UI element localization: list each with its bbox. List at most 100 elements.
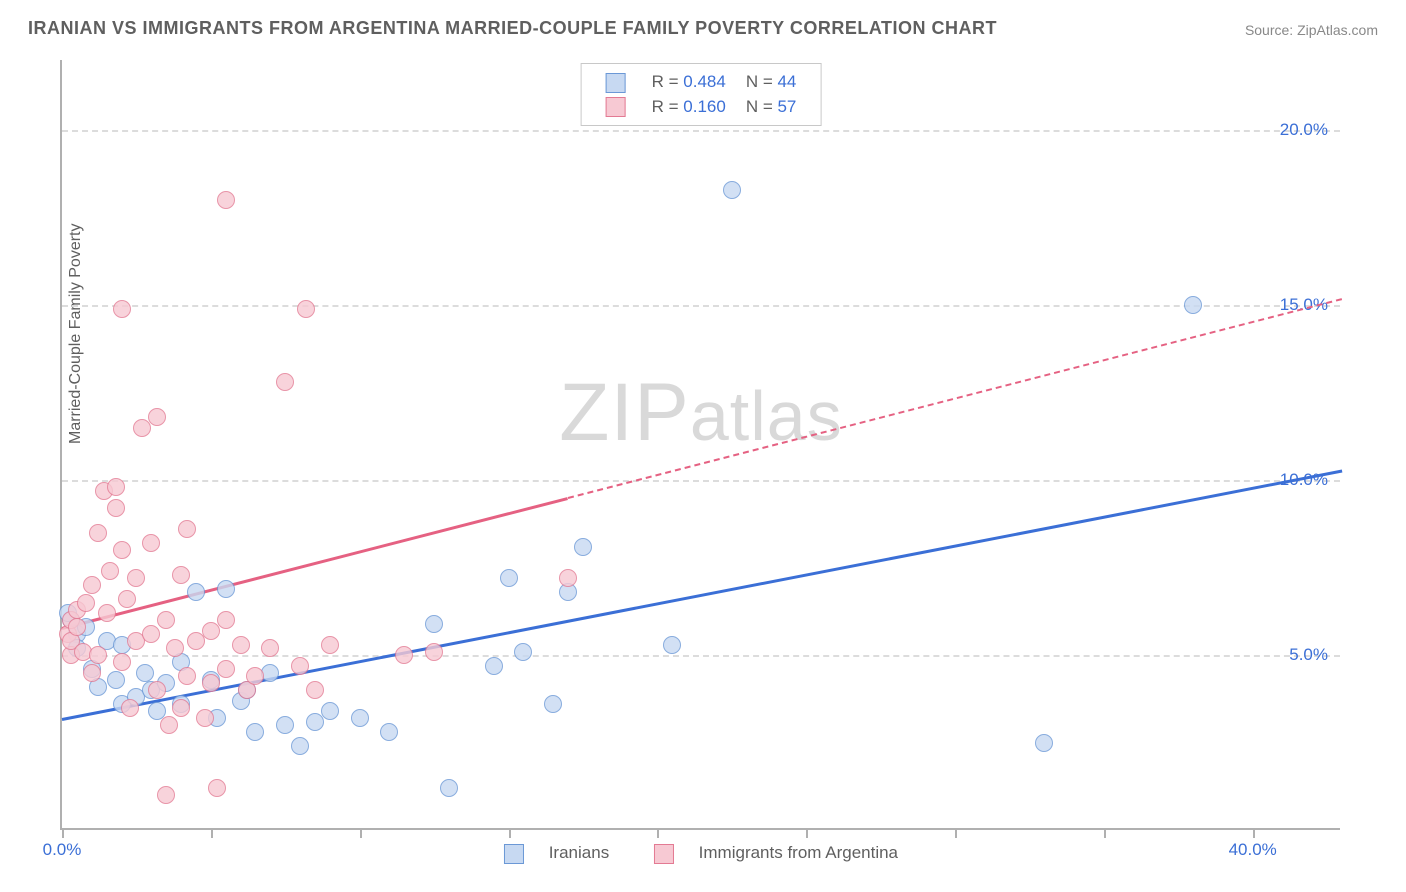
data-point bbox=[142, 534, 160, 552]
y-tick-label: 5.0% bbox=[1289, 645, 1328, 665]
data-point bbox=[217, 660, 235, 678]
x-tick-label: 40.0% bbox=[1229, 840, 1277, 860]
data-point bbox=[217, 580, 235, 598]
swatch-argentina bbox=[606, 97, 626, 117]
data-point bbox=[544, 695, 562, 713]
data-point bbox=[321, 636, 339, 654]
data-point bbox=[127, 569, 145, 587]
watermark: ZIPatlas bbox=[559, 366, 842, 460]
data-point bbox=[246, 723, 264, 741]
gridline bbox=[62, 305, 1340, 307]
data-point bbox=[142, 625, 160, 643]
data-point bbox=[83, 664, 101, 682]
data-point bbox=[136, 664, 154, 682]
x-tick bbox=[62, 828, 64, 838]
data-point bbox=[380, 723, 398, 741]
data-point bbox=[166, 639, 184, 657]
y-tick-label: 20.0% bbox=[1280, 120, 1328, 140]
data-point bbox=[160, 716, 178, 734]
data-point bbox=[118, 590, 136, 608]
y-axis-label: Married-Couple Family Poverty bbox=[67, 223, 85, 444]
x-tick bbox=[1104, 828, 1106, 838]
data-point bbox=[559, 569, 577, 587]
gridline bbox=[62, 480, 1340, 482]
data-point bbox=[276, 716, 294, 734]
data-point bbox=[101, 562, 119, 580]
data-point bbox=[202, 674, 220, 692]
data-point bbox=[723, 181, 741, 199]
data-point bbox=[514, 643, 532, 661]
swatch-iranians-icon bbox=[504, 844, 524, 864]
data-point bbox=[77, 594, 95, 612]
legend-row-argentina: R = 0.160 N = 57 bbox=[596, 95, 807, 120]
data-point bbox=[291, 737, 309, 755]
data-point bbox=[172, 566, 190, 584]
x-tick bbox=[211, 828, 213, 838]
series-legend: Iranians Immigrants from Argentina bbox=[484, 843, 918, 864]
data-point bbox=[1035, 734, 1053, 752]
data-point bbox=[1184, 296, 1202, 314]
x-tick bbox=[509, 828, 511, 838]
trend-line bbox=[62, 497, 569, 630]
data-point bbox=[485, 657, 503, 675]
data-point bbox=[246, 667, 264, 685]
data-point bbox=[178, 667, 196, 685]
data-point bbox=[261, 639, 279, 657]
data-point bbox=[148, 681, 166, 699]
swatch-iranians bbox=[606, 73, 626, 93]
data-point bbox=[208, 779, 226, 797]
data-point bbox=[107, 671, 125, 689]
data-point bbox=[291, 657, 309, 675]
data-point bbox=[121, 699, 139, 717]
x-tick bbox=[806, 828, 808, 838]
data-point bbox=[306, 681, 324, 699]
data-point bbox=[321, 702, 339, 720]
data-point bbox=[113, 541, 131, 559]
data-point bbox=[395, 646, 413, 664]
data-point bbox=[157, 611, 175, 629]
data-point bbox=[440, 779, 458, 797]
data-point bbox=[232, 636, 250, 654]
legend-row-iranians: R = 0.484 N = 44 bbox=[596, 70, 807, 95]
x-tick bbox=[360, 828, 362, 838]
x-tick bbox=[1253, 828, 1255, 838]
gridline bbox=[62, 130, 1340, 132]
data-point bbox=[113, 653, 131, 671]
data-point bbox=[217, 191, 235, 209]
data-point bbox=[663, 636, 681, 654]
trend-line bbox=[568, 298, 1342, 499]
data-point bbox=[89, 646, 107, 664]
data-point bbox=[276, 373, 294, 391]
data-point bbox=[113, 300, 131, 318]
data-point bbox=[196, 709, 214, 727]
data-point bbox=[351, 709, 369, 727]
data-point bbox=[107, 478, 125, 496]
gridline bbox=[62, 655, 1340, 657]
plot-area: Married-Couple Family Poverty 5.0%10.0%1… bbox=[60, 60, 1340, 830]
data-point bbox=[425, 615, 443, 633]
data-point bbox=[98, 604, 116, 622]
data-point bbox=[83, 576, 101, 594]
legend-label-argentina: Immigrants from Argentina bbox=[699, 843, 898, 862]
data-point bbox=[148, 408, 166, 426]
x-tick bbox=[657, 828, 659, 838]
x-tick-label: 0.0% bbox=[43, 840, 82, 860]
data-point bbox=[68, 618, 86, 636]
legend-label-iranians: Iranians bbox=[549, 843, 609, 862]
data-point bbox=[217, 611, 235, 629]
data-point bbox=[178, 520, 196, 538]
chart-title: IRANIAN VS IMMIGRANTS FROM ARGENTINA MAR… bbox=[28, 18, 997, 39]
data-point bbox=[297, 300, 315, 318]
data-point bbox=[157, 786, 175, 804]
data-point bbox=[89, 524, 107, 542]
data-point bbox=[187, 583, 205, 601]
data-point bbox=[425, 643, 443, 661]
data-point bbox=[172, 699, 190, 717]
swatch-argentina-icon bbox=[654, 844, 674, 864]
data-point bbox=[574, 538, 592, 556]
data-point bbox=[500, 569, 518, 587]
source-label: Source: ZipAtlas.com bbox=[1245, 22, 1378, 38]
data-point bbox=[107, 499, 125, 517]
correlation-legend: R = 0.484 N = 44 R = 0.160 N = 57 bbox=[581, 63, 822, 126]
x-tick bbox=[955, 828, 957, 838]
